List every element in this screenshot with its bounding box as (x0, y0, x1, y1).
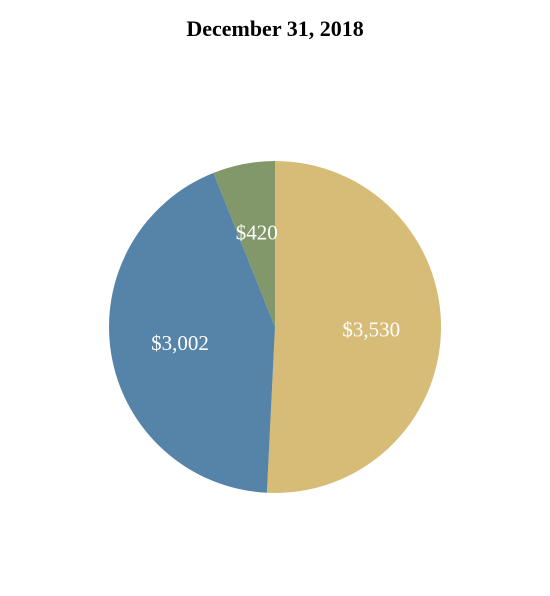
pie-labels: $3,530 $3,002 $420 (151, 220, 400, 355)
pie-slice-label-3: $420 (236, 220, 278, 244)
chart-title: December 31, 2018 (186, 16, 364, 41)
pie-slice-3 (213, 161, 275, 327)
pie-slice-label-1: $3,530 (342, 317, 400, 341)
pie-slice-1 (266, 160, 442, 494)
pie-slice-2 (109, 172, 276, 493)
pie-slice-label-2: $3,002 (151, 331, 209, 355)
pie-slices (109, 160, 442, 494)
